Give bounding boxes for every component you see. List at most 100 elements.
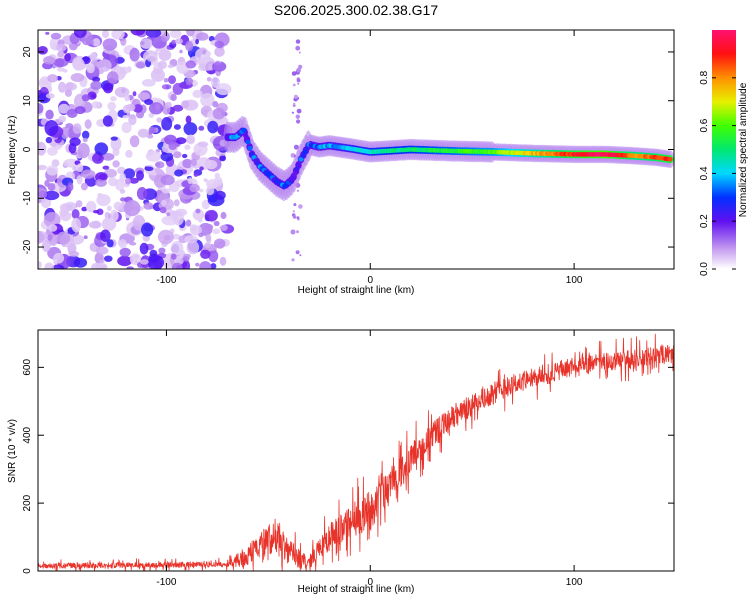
spectrogram-noise-dot — [293, 94, 298, 99]
spectrogram-noise-dot — [295, 114, 300, 119]
spectrogram-noise-blob — [95, 178, 107, 187]
spectrogram-noise-blob — [47, 234, 53, 241]
snr-x-tick-label: 0 — [367, 577, 373, 588]
spectrogram-noise-blob — [184, 144, 191, 150]
spectrogram-noise-blob — [158, 247, 166, 254]
colorbar-gradient — [712, 30, 736, 269]
spectrogram-noise-blob — [91, 262, 103, 269]
snr-x-tick-label: 100 — [566, 577, 583, 588]
spectrogram-noise-blob — [46, 165, 59, 176]
snr-series-line — [38, 333, 674, 571]
spectrogram-noise-blob — [71, 217, 82, 233]
spectrogram-noise-blob — [38, 141, 47, 156]
spectrogram-noise-blob — [74, 106, 86, 115]
spectrogram-noise-dot — [296, 67, 301, 73]
spectrogram-noise-blob — [173, 199, 180, 207]
spectrogram-noise-blob — [72, 57, 85, 71]
spectrogram-ridge-core — [241, 127, 247, 133]
spectrogram-noise-blob — [119, 172, 126, 183]
spectrogram-noise-blob — [48, 224, 58, 232]
spectrogram-noise-blob — [45, 136, 53, 144]
spectrogram-noise-blob — [185, 77, 194, 85]
spectrogram-noise-blob — [172, 210, 184, 226]
spectrogram-noise-blob — [181, 100, 190, 109]
spectrogram-noise-dot — [296, 119, 301, 124]
spectrogram-noise-blob — [213, 176, 223, 187]
colorbar-tick-label: 0.6 — [699, 118, 710, 132]
spectrogram-noise-blob — [219, 155, 227, 162]
spectrogram-noise-blob — [207, 120, 219, 134]
spectrogram-noise-blob — [64, 53, 72, 62]
spectrogram-noise-blob — [38, 230, 45, 244]
spectrogram-noise-blob — [85, 200, 97, 213]
spectrogram-noise-blob — [173, 255, 184, 266]
spectrogram-noise-blob — [102, 115, 113, 127]
spectrogram-noise-blob — [60, 210, 72, 222]
spectrogram-noise-dot — [295, 39, 301, 44]
spectrogram-noise-blob — [185, 60, 197, 69]
spectrogram-noise-blob — [43, 190, 60, 201]
spectrogram-noise-blob — [198, 232, 204, 238]
spectrogram-noise-blob — [102, 38, 118, 51]
spectrogram-ridge-core — [290, 176, 296, 182]
spectrogram-y-tick-label: -20 — [22, 239, 33, 254]
spectrogram-noise-blob — [81, 94, 90, 102]
snr-y-tick-label: 600 — [22, 359, 33, 376]
spectrogram-ridge-core — [300, 153, 306, 158]
spectrogram-noise-blob — [67, 182, 74, 192]
spectrogram-noise-blob — [200, 249, 211, 259]
chart-title: S206.2025.300.02.38.G17 — [274, 2, 438, 18]
spectrogram-noise-blob — [96, 208, 104, 216]
spectrogram-noise-blob — [212, 107, 226, 120]
spectrogram-noise-blob — [191, 158, 197, 167]
spectrogram-noise-blob — [204, 210, 218, 222]
spectrogram-noise-blob — [106, 71, 119, 84]
spectrogram-noise-blob — [143, 202, 154, 210]
spectrogram-noise-blob — [100, 229, 111, 242]
spectrogram-noise-blob — [128, 114, 137, 126]
spectrogram-noise-dot — [291, 111, 294, 114]
spectrogram-noise-blob — [140, 41, 145, 46]
spectrogram-noise-blob — [213, 61, 222, 72]
spectrogram-noise-blob — [186, 134, 196, 145]
spectrogram-noise-blob — [119, 189, 126, 194]
spectrogram-noise-blob — [198, 47, 207, 55]
spectrogram-noise-blob — [64, 88, 72, 98]
spectrogram-noise-blob — [133, 104, 143, 113]
spectrogram-noise-blob — [58, 115, 66, 123]
spectrogram-noise-blob — [158, 49, 172, 61]
spectrogram-noise-blob — [106, 239, 114, 248]
spectrogram-noise-blob — [104, 211, 111, 219]
spectrogram-noise-blob — [148, 126, 157, 134]
spectrogram-noise-blob — [198, 218, 203, 223]
spectrogram-noise-blob — [47, 183, 56, 191]
spectrogram-x-tick-label: -100 — [156, 275, 176, 286]
spectrogram-ridge-core — [302, 149, 308, 155]
spectrogram-noise-dot — [293, 102, 296, 106]
spectrogram-noise-blob — [169, 30, 182, 39]
spectrogram-noise-blob — [97, 193, 103, 197]
spectrogram-noise-blob — [126, 266, 134, 269]
spectrogram-noise-blob — [123, 168, 136, 180]
spectrogram-noise-blob — [40, 197, 52, 209]
spectrogram-noise-blob — [137, 92, 150, 100]
spectrogram-noise-blob — [98, 260, 105, 264]
spectrogram-ridge-core — [247, 146, 253, 151]
spectrogram-noise-blob — [179, 49, 183, 54]
spectrogram-noise-blob — [186, 240, 200, 255]
colorbar-tick-label: 0.8 — [699, 70, 710, 84]
spectrogram-noise-blob — [38, 103, 44, 114]
spectrogram-noise-blob — [154, 161, 165, 169]
spectrogram-noise-blob — [160, 174, 175, 186]
spectrogram-noise-blob — [47, 74, 58, 83]
spectrogram-noise-blob — [43, 56, 56, 65]
spectrogram-noise-blob — [168, 142, 177, 150]
snr-frame — [37, 329, 675, 572]
spectrogram-noise-blob — [139, 259, 149, 265]
spectrogram-noise-blob — [86, 63, 95, 74]
spectrogram-noise-blob — [141, 222, 154, 237]
spectrogram-noise-blob — [106, 205, 112, 211]
spectrogram-noise-blob — [157, 60, 167, 70]
spectrogram-noise-blob — [82, 137, 88, 143]
